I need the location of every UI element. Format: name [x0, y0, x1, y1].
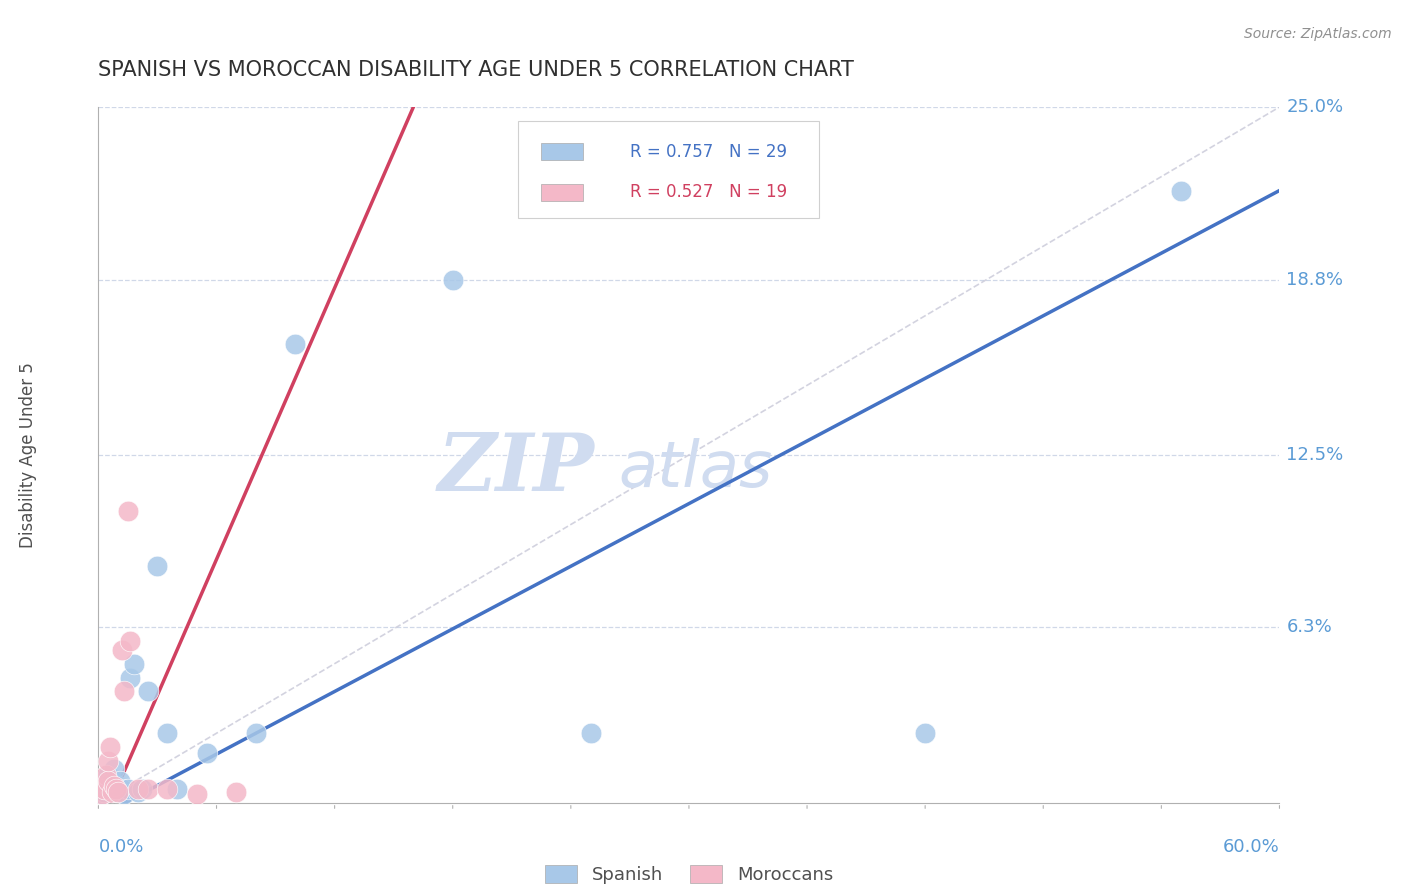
Point [105, 781, 128, 796]
FancyBboxPatch shape [541, 184, 582, 201]
Point [112, 684, 135, 698]
Point [441, 272, 464, 286]
Point [98, 781, 121, 796]
Point [101, 773, 124, 788]
Point [97, 768, 120, 782]
Text: R = 0.527   N = 19: R = 0.527 N = 19 [630, 183, 787, 202]
Text: R = 0.757   N = 29: R = 0.757 N = 29 [630, 143, 787, 161]
Point [105, 785, 128, 799]
Point [186, 788, 208, 802]
Text: 12.5%: 12.5% [1286, 446, 1344, 464]
Point [156, 726, 179, 740]
Point [91, 788, 114, 802]
Point [103, 779, 125, 793]
Point [91, 788, 114, 802]
Point [118, 634, 141, 648]
Point [156, 781, 179, 796]
Text: 25.0%: 25.0% [1286, 98, 1344, 116]
Point [131, 781, 153, 796]
Point [96, 768, 118, 782]
Point [1170, 184, 1192, 198]
Point [117, 781, 139, 796]
Point [97, 773, 120, 788]
Point [579, 726, 602, 740]
Point [97, 779, 120, 793]
Text: Source: ZipAtlas.com: Source: ZipAtlas.com [1244, 27, 1392, 41]
Point [93, 781, 115, 796]
Point [146, 559, 169, 574]
Point [127, 785, 149, 799]
Text: 18.8%: 18.8% [1286, 270, 1344, 289]
Point [127, 781, 149, 796]
Point [136, 781, 159, 796]
Point [225, 785, 247, 799]
Point [103, 763, 125, 777]
Point [245, 726, 267, 740]
Point [166, 781, 188, 796]
Point [111, 781, 134, 796]
Text: ZIP: ZIP [437, 430, 595, 508]
Point [118, 671, 141, 685]
Text: 6.3%: 6.3% [1286, 618, 1333, 637]
Point [122, 657, 145, 671]
Point [108, 773, 131, 788]
Legend: Spanish, Moroccans: Spanish, Moroccans [537, 857, 841, 891]
Point [107, 785, 129, 799]
Text: SPANISH VS MOROCCAN DISABILITY AGE UNDER 5 CORRELATION CHART: SPANISH VS MOROCCAN DISABILITY AGE UNDER… [98, 61, 855, 80]
FancyBboxPatch shape [541, 143, 582, 161]
Point [93, 785, 115, 799]
Point [117, 503, 139, 517]
Point [111, 642, 134, 657]
Point [98, 740, 121, 755]
Point [195, 746, 218, 760]
Text: atlas: atlas [619, 438, 772, 500]
Text: 0.0%: 0.0% [98, 838, 143, 856]
Point [284, 336, 307, 351]
FancyBboxPatch shape [517, 121, 818, 219]
Text: 60.0%: 60.0% [1223, 838, 1279, 856]
Point [101, 785, 124, 799]
Point [107, 779, 129, 793]
Point [96, 781, 118, 796]
Point [914, 726, 936, 740]
Point [97, 754, 120, 768]
Text: Disability Age Under 5: Disability Age Under 5 [20, 362, 37, 548]
Point [112, 788, 135, 802]
Point [136, 684, 159, 698]
